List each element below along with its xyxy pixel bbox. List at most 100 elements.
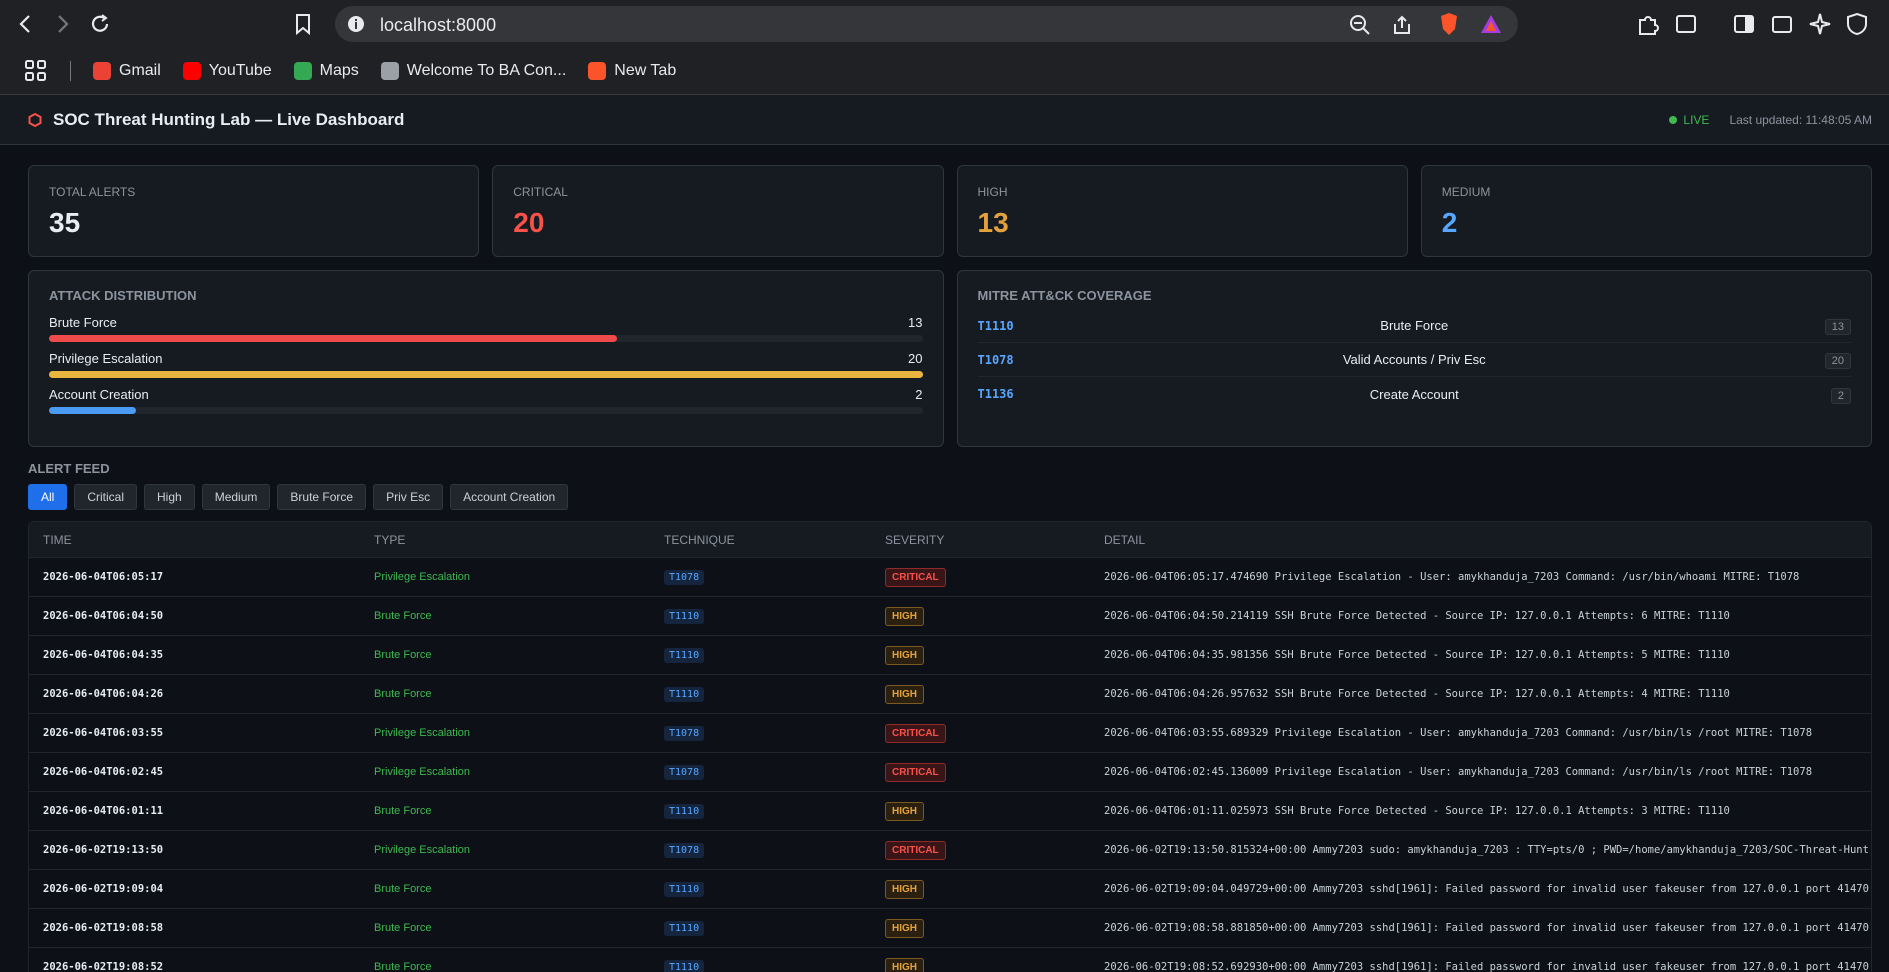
technique-cell: T1110	[664, 960, 885, 972]
mitre-row: T1136 Create Account 2	[978, 377, 1851, 411]
alert-time: 2026-06-02T19:09:04	[43, 883, 164, 895]
severity-badge: HIGH	[885, 607, 924, 626]
alert-row: 2026-06-04T06:05:17 Privilege Escalation T…	[29, 558, 1871, 597]
table-header: TIME TYPE TECHNIQUE SEVERITY DETAIL	[29, 522, 1871, 558]
alert-table: TIME TYPE TECHNIQUE SEVERITY DETAIL 2026-06-0…	[28, 521, 1872, 972]
bookmark[interactable]: YouTube	[182, 61, 272, 80]
alert-row: 2026-06-02T19:08:52 Brute Force T1110 HIGH 2…	[29, 948, 1871, 972]
count-cell: 20	[1731, 352, 1851, 369]
severity-badge: CRITICAL	[885, 841, 946, 860]
search-tabs-icon[interactable]	[1675, 13, 1697, 35]
bookmark[interactable]: Welcome To BA Con...	[380, 61, 567, 80]
alert-type: Brute Force	[374, 649, 432, 661]
alert-row: 2026-06-02T19:13:50 Privilege Escalation T…	[29, 831, 1871, 870]
severity-badge: CRITICAL	[885, 724, 946, 743]
wallet-icon[interactable]	[1771, 13, 1793, 35]
technique-name: Create Account	[1369, 386, 1459, 402]
address-bar[interactable]: localhost:8000	[335, 6, 1518, 42]
technique-cell: T1078	[664, 726, 885, 741]
share-icon[interactable]	[1391, 14, 1413, 36]
filter-button[interactable]: Priv Esc	[373, 484, 444, 510]
site-info-icon[interactable]	[347, 15, 365, 33]
stat-value: 35	[49, 207, 81, 238]
count-cell: 13	[1731, 318, 1851, 335]
alert-type: Privilege Escalation	[374, 766, 470, 778]
alert-time: 2026-06-02T19:08:52	[43, 961, 164, 972]
filter-button[interactable]: Account Creation	[450, 484, 569, 510]
bookmark[interactable]: Maps	[293, 61, 359, 80]
severity-badge: HIGH	[885, 958, 924, 972]
alert-type: Brute Force	[374, 922, 432, 934]
alert-type: Brute Force	[374, 688, 432, 700]
alert-type: Brute Force	[374, 961, 432, 972]
bookmarks-bar: Gmail YouTube Maps Welcome To BA Con... New …	[0, 47, 1889, 95]
severity-badge: CRITICAL	[885, 568, 946, 587]
technique-count: 13	[1824, 319, 1851, 335]
alert-time: 2026-06-02T19:08:58	[43, 922, 164, 934]
stat-card: TOTAL ALERTS 35	[28, 165, 480, 257]
count-cell: 2	[1731, 387, 1851, 404]
technique-badge: T1110	[664, 921, 705, 936]
vpn-icon[interactable]	[1846, 13, 1868, 35]
alert-row: 2026-06-04T06:01:11 Brute Force T1110 HIGH 2…	[29, 792, 1871, 831]
technique-cell: T1078	[664, 843, 885, 858]
technique-cell: T1110	[664, 648, 885, 663]
panel-title: ATTACK DISTRIBUTION	[49, 288, 197, 303]
separator	[70, 60, 71, 81]
filter-button[interactable]: Critical	[74, 484, 138, 510]
severity-badge: CRITICAL	[885, 763, 946, 782]
bookmark[interactable]: Gmail	[93, 61, 161, 80]
alert-type: Privilege Escalation	[374, 727, 470, 739]
alert-type: Brute Force	[374, 883, 432, 895]
back-button[interactable]	[16, 13, 36, 35]
panel-title: MITRE ATT&CK COVERAGE	[977, 288, 1152, 303]
technique-cell: T1078	[664, 765, 885, 780]
bookmark-button[interactable]	[294, 13, 312, 35]
alert-time: 2026-06-04T06:05:17	[43, 571, 164, 583]
brave-shield-icon[interactable]	[1438, 12, 1460, 36]
stat-value: 2	[1441, 207, 1458, 238]
alert-type: Brute Force	[374, 805, 432, 817]
filter-button[interactable]: Brute Force	[277, 484, 367, 510]
technique-badge: T1110	[664, 648, 705, 663]
dashboard-title: SOC Threat Hunting Lab — Live Dashboard	[53, 110, 405, 129]
bookmark-label: Welcome To BA Con...	[406, 61, 567, 79]
filter-button[interactable]: High	[144, 484, 195, 510]
row-labels: Brute Force 13	[49, 315, 923, 330]
technique-count: 2	[1830, 387, 1851, 404]
column-header: TYPE	[374, 532, 406, 547]
distribution-row: Privilege Escalation 20	[49, 351, 923, 378]
filter-bar: All Critical High Medium Brute Force Priv Esc…	[28, 484, 1872, 510]
alert-time: 2026-06-04T06:04:26	[43, 688, 164, 700]
apps-icon[interactable]	[24, 59, 48, 83]
attack-name: Brute Force	[49, 315, 117, 330]
attack-count: 2	[915, 387, 923, 402]
reload-button[interactable]	[89, 13, 111, 35]
alert-type: Privilege Escalation	[374, 571, 470, 583]
attack-count: 20	[908, 351, 923, 366]
alert-time: 2026-06-04T06:02:45	[43, 766, 164, 778]
rewards-icon[interactable]	[1479, 13, 1503, 35]
attack-count: 13	[908, 315, 923, 330]
filter-button[interactable]: Medium	[201, 484, 271, 510]
severity-cell: HIGH	[885, 958, 1104, 972]
zoom-icon[interactable]	[1349, 14, 1371, 36]
alert-type: Brute Force	[374, 610, 432, 622]
alert-row: 2026-06-02T19:09:04 Brute Force T1110 HIGH 2…	[29, 870, 1871, 909]
leo-icon[interactable]	[1809, 13, 1831, 35]
alert-detail: 2026-06-04T06:03:55.689329 Privilege Esc…	[1104, 727, 1813, 739]
stat-cards: TOTAL ALERTS 35 CRITICAL 20 HIGH 13 MEDIUM 2	[28, 165, 1872, 257]
sidebar-icon[interactable]	[1733, 13, 1755, 35]
forward-button[interactable]	[52, 13, 72, 35]
bar	[49, 371, 923, 378]
extensions-icon[interactable]	[1636, 13, 1660, 37]
severity-badge: HIGH	[885, 802, 924, 821]
url-text: localhost:8000	[380, 15, 497, 35]
row-labels: Account Creation 2	[49, 387, 923, 402]
alert-row: 2026-06-04T06:04:50 Brute Force T1110 HIGH 2…	[29, 597, 1871, 636]
dashboard-header: SOC Threat Hunting Lab — Live Dashboard …	[0, 95, 1889, 145]
bookmark[interactable]: New Tab	[588, 61, 676, 80]
filter-button[interactable]: All	[28, 484, 68, 510]
technique-badge: T1110	[664, 804, 705, 819]
technique-cell: T1110	[664, 921, 885, 936]
